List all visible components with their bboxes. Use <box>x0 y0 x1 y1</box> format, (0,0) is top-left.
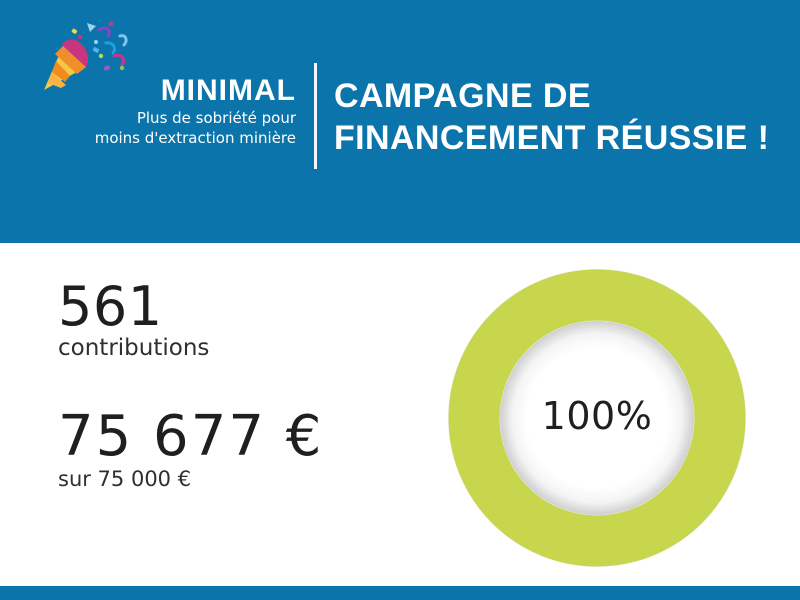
tagline-line-one: Plus de sobriété pour <box>136 109 296 127</box>
progress-ring-svg <box>448 269 746 567</box>
header-divider <box>314 63 317 169</box>
contributions-count: 561 <box>58 275 163 338</box>
funding-goal: sur 75 000 € <box>58 467 192 491</box>
progress-center <box>500 321 694 515</box>
party-popper-icon <box>38 18 132 96</box>
tagline-line-two: moins d'extraction minière <box>94 129 296 147</box>
contributions-label: contributions <box>58 335 210 361</box>
campaign-title-line-one: CAMPAGNE DE <box>334 77 591 115</box>
campaign-title-line-two: FINANCEMENT RÉUSSIE ! <box>334 119 770 157</box>
funding-progress-ring: 100% <box>446 267 748 569</box>
funding-stats: 561 contributions 75 677 € sur 75 000 € <box>58 276 388 492</box>
bottom-accent-strip <box>0 586 800 600</box>
campaign-header: MINIMAL Plus de sobriété pour moins d'ex… <box>0 0 800 243</box>
brand-name: MINIMAL <box>160 74 296 107</box>
brand-tagline: Plus de sobriété pour moins d'extraction… <box>24 108 296 148</box>
progress-ring <box>448 269 746 567</box>
progress-percentage: 100% <box>541 394 653 438</box>
amount-raised: 75 677 € <box>58 404 324 469</box>
brand-block: MINIMAL Plus de sobriété pour moins d'ex… <box>24 74 296 148</box>
campaign-title: CAMPAGNE DE FINANCEMENT RÉUSSIE ! <box>334 75 774 159</box>
